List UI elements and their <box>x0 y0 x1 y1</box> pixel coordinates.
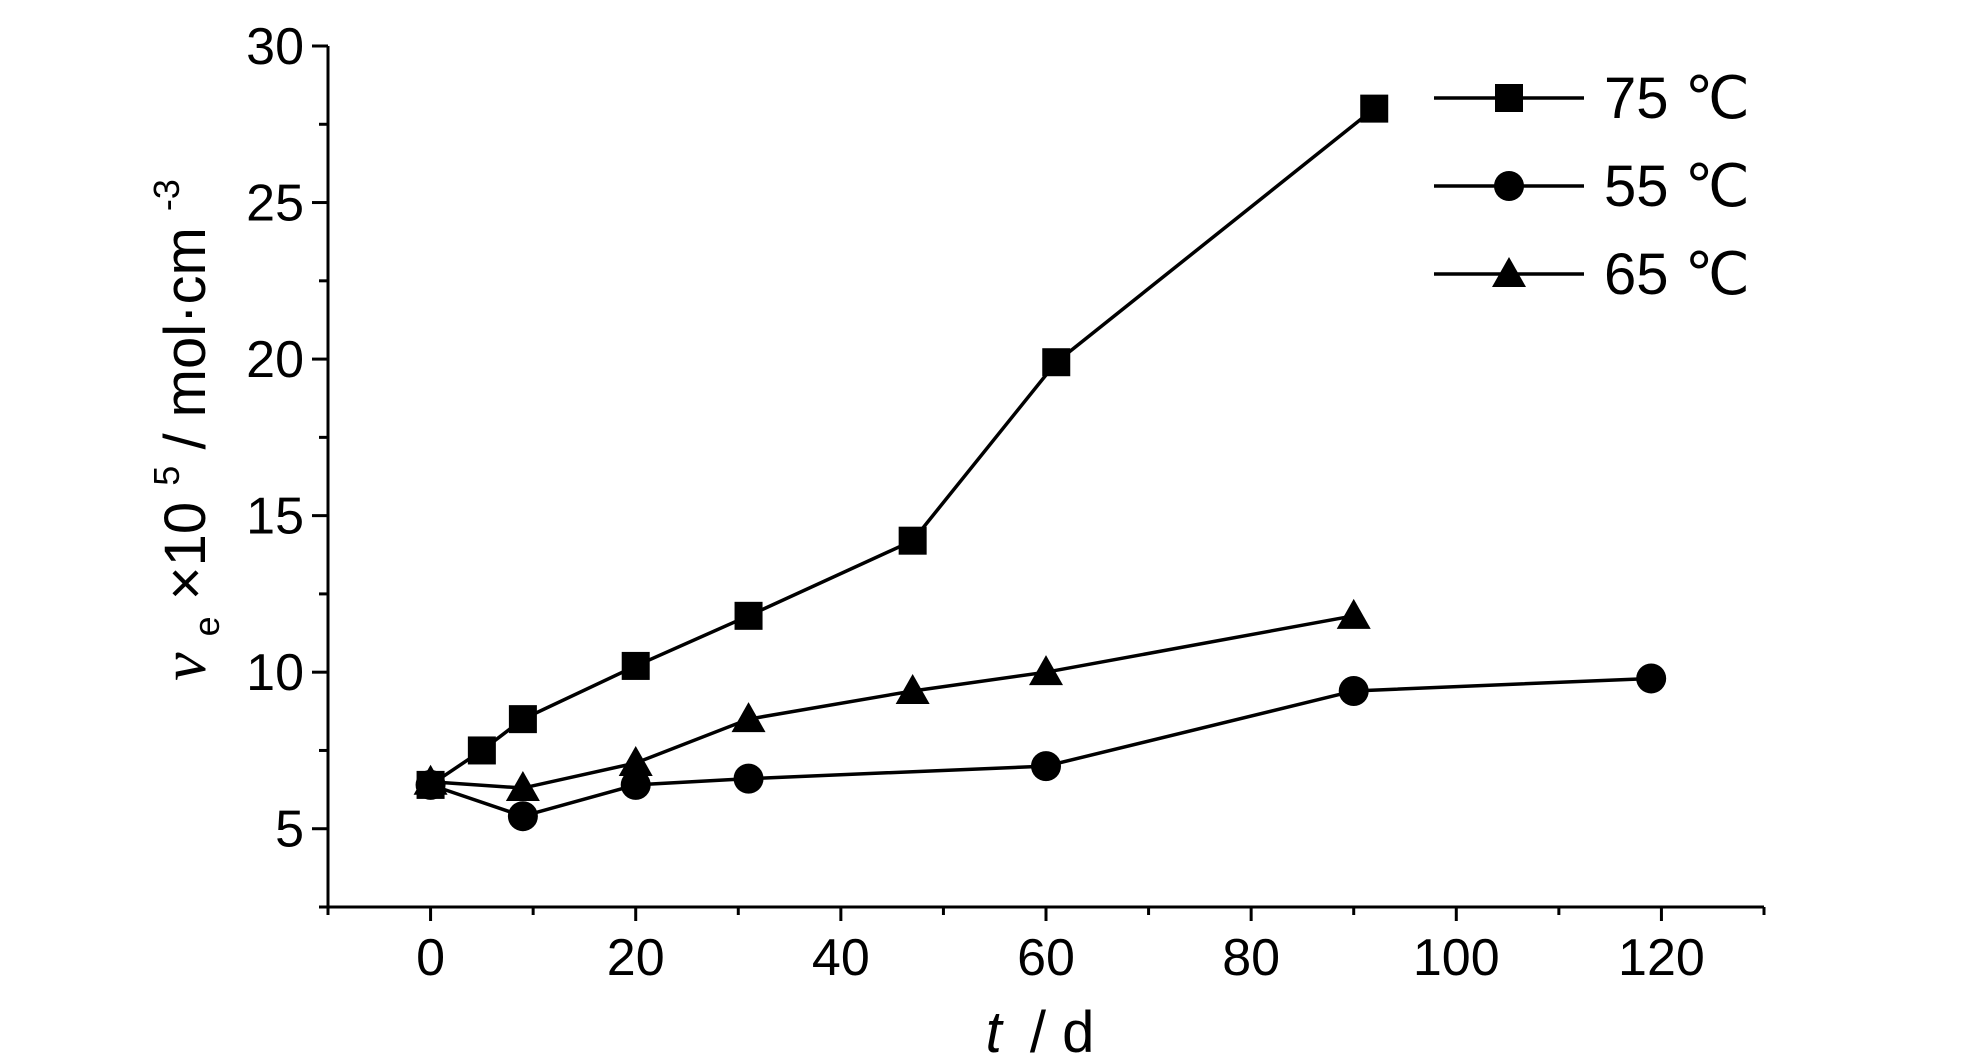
x-axis: 0 20 40 60 80 100 120 <box>326 907 1766 987</box>
y-axis: 5 10 15 20 25 30 <box>246 18 328 909</box>
legend-label: 65 ℃ <box>1604 242 1750 307</box>
x-tick-label: 40 <box>812 929 870 987</box>
legend-item: 55 ℃ <box>1434 154 1750 219</box>
data-point <box>1336 598 1371 629</box>
x-tick-label: 100 <box>1413 929 1500 987</box>
legend-label: 75 ℃ <box>1604 66 1750 131</box>
data-point <box>1360 94 1389 123</box>
y-tick-label: 25 <box>246 175 304 233</box>
data-point <box>413 764 448 795</box>
x-tick-label: 60 <box>1017 929 1075 987</box>
data-point <box>467 736 496 765</box>
y-tick-label: 30 <box>246 18 304 76</box>
y-tick-label: 5 <box>275 801 304 859</box>
y-tick-label: 15 <box>246 488 304 546</box>
data-point <box>1029 655 1063 686</box>
y-tick-label: 10 <box>246 644 304 702</box>
data-point <box>507 801 538 832</box>
y-tick-label: 20 <box>246 331 304 389</box>
data-point <box>620 769 651 800</box>
legend-marker <box>1495 84 1523 112</box>
legend: 75 ℃ 55 ℃ 65 ℃ <box>1434 66 1750 307</box>
series-layer <box>413 94 1667 832</box>
x-tick-label: 120 <box>1618 929 1705 987</box>
y-axis-exponent: 5 <box>146 466 187 486</box>
y-axis-unit: / mol·cm <box>153 227 218 449</box>
data-point <box>621 651 650 680</box>
legend-item: 75 ℃ <box>1434 66 1750 131</box>
series-line <box>429 107 1376 787</box>
legend-marker <box>1492 257 1526 287</box>
series-line <box>430 676 1652 819</box>
legend-label: 55 ℃ <box>1604 154 1750 219</box>
data-point <box>1338 675 1369 706</box>
data-point <box>508 705 537 734</box>
y-axis-title: ν e ×10 5 / mol·cm -3 <box>127 179 232 681</box>
data-point <box>898 526 927 555</box>
data-point <box>895 673 930 704</box>
data-point <box>1042 348 1071 377</box>
data-point <box>734 601 763 630</box>
series-circle <box>415 663 1667 832</box>
x-tick-label: 0 <box>416 929 445 987</box>
x-tick-label: 80 <box>1222 929 1280 987</box>
x-axis-variable: t <box>986 1000 1005 1062</box>
data-point <box>505 771 540 802</box>
data-point <box>1636 663 1667 694</box>
x-axis-unit: / d <box>1030 1000 1095 1062</box>
data-point <box>733 763 764 794</box>
legend-marker <box>1494 171 1524 201</box>
x-axis-title: t / d <box>986 1000 1095 1062</box>
y-axis-variable: ν <box>148 652 219 681</box>
series-line <box>430 614 1355 790</box>
legend-item: 65 ℃ <box>1434 242 1750 307</box>
y-axis-subscript: e <box>186 616 227 636</box>
data-point <box>618 745 653 776</box>
data-point <box>731 702 766 733</box>
data-point <box>1031 751 1061 782</box>
y-axis-unit-exponent: -3 <box>146 179 187 211</box>
series-triangle <box>413 598 1371 802</box>
x-tick-label: 20 <box>607 929 665 987</box>
y-axis-multiplier: ×10 <box>153 502 218 600</box>
